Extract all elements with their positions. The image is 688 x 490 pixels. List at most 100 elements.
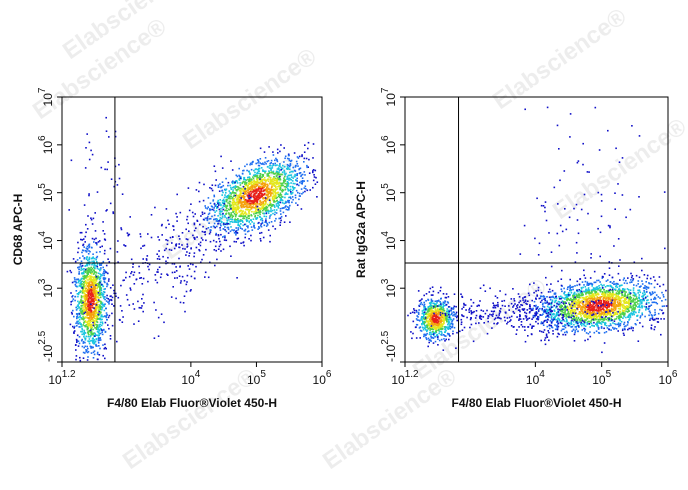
event-dot	[255, 217, 258, 219]
event-dot	[214, 218, 216, 220]
event-dot	[280, 184, 283, 187]
event-dot	[227, 202, 229, 204]
event-dot	[639, 291, 642, 294]
event-dot	[441, 316, 444, 319]
event-dot	[271, 184, 273, 186]
event-dot	[635, 301, 637, 304]
event-dot	[584, 330, 586, 332]
event-dot	[285, 192, 287, 194]
event-dot	[102, 285, 104, 288]
event-dot	[108, 299, 111, 301]
event-dot	[431, 326, 433, 328]
event-dot	[94, 281, 96, 283]
event-dot	[277, 173, 280, 175]
event-dot	[275, 170, 278, 173]
event-dot	[446, 332, 449, 335]
event-dot	[546, 325, 549, 328]
event-dot	[230, 220, 233, 223]
event-dot	[437, 291, 440, 294]
event-dot	[625, 291, 627, 293]
event-dot	[270, 180, 272, 183]
event-dot	[91, 303, 94, 305]
event-dot	[92, 292, 95, 294]
event-dot	[438, 322, 440, 325]
event-dot	[223, 200, 225, 202]
event-dot	[429, 320, 432, 323]
event-dot	[254, 183, 256, 186]
event-dot	[259, 162, 261, 164]
event-dot	[572, 298, 575, 301]
event-dot	[442, 306, 444, 308]
event-dot	[277, 152, 279, 154]
event-dot	[288, 179, 290, 181]
event-dot	[90, 301, 92, 304]
event-dot	[234, 196, 237, 199]
event-dot	[218, 208, 221, 211]
event-dot	[250, 214, 253, 217]
event-dot	[282, 182, 284, 184]
event-dot	[230, 193, 232, 195]
event-dot	[142, 258, 144, 260]
event-dot	[623, 290, 626, 293]
event-dot	[220, 220, 222, 223]
event-dot	[269, 192, 271, 195]
event-dot	[434, 324, 437, 326]
event-dot	[426, 313, 428, 316]
event-dot	[260, 231, 263, 234]
event-dot	[87, 288, 90, 291]
event-dot	[282, 196, 284, 198]
event-dot	[283, 177, 285, 179]
event-dot	[300, 188, 303, 190]
event-dot	[91, 237, 94, 240]
event-dot	[260, 191, 262, 194]
event-dot	[246, 204, 248, 207]
event-dot	[262, 236, 265, 239]
event-dot	[242, 190, 244, 192]
event-dot	[100, 318, 102, 321]
event-dot	[450, 313, 453, 316]
event-dot	[435, 317, 437, 320]
event-dot	[287, 190, 290, 192]
event-dot	[250, 189, 252, 191]
event-dot	[95, 317, 98, 320]
event-dot	[99, 300, 102, 303]
event-dot	[93, 303, 95, 306]
event-dot	[203, 183, 205, 186]
event-dot	[206, 217, 208, 219]
event-dot	[88, 309, 90, 311]
event-dot	[588, 283, 591, 286]
event-dot	[283, 161, 285, 163]
event-dot	[260, 225, 263, 228]
event-dot	[420, 317, 423, 320]
event-dot	[279, 221, 282, 224]
event-dot	[86, 264, 89, 267]
event-dot	[101, 308, 103, 311]
event-dot	[95, 308, 98, 311]
event-dot	[641, 299, 644, 301]
event-dot	[440, 309, 442, 312]
event-dot	[594, 290, 596, 292]
event-dot	[296, 163, 299, 165]
event-dot	[545, 315, 548, 318]
event-dot	[267, 195, 269, 198]
event-dot	[102, 230, 104, 232]
event-dot	[92, 346, 94, 349]
event-dot	[272, 180, 274, 183]
event-dot	[290, 179, 293, 181]
event-dot	[651, 293, 653, 296]
event-dot	[234, 218, 236, 220]
event-dot	[277, 191, 279, 194]
event-dot	[105, 312, 108, 314]
event-dot	[230, 213, 233, 216]
event-dot	[632, 289, 635, 291]
event-dot	[89, 329, 92, 332]
event-dot	[84, 332, 87, 334]
event-dot	[229, 184, 231, 187]
tick-exponent: 1.2	[62, 369, 76, 380]
event-dot	[584, 277, 587, 279]
event-dot	[84, 293, 86, 295]
event-dot	[86, 303, 88, 305]
event-dot	[204, 276, 206, 278]
event-dot	[441, 315, 444, 317]
event-dot	[616, 316, 618, 318]
